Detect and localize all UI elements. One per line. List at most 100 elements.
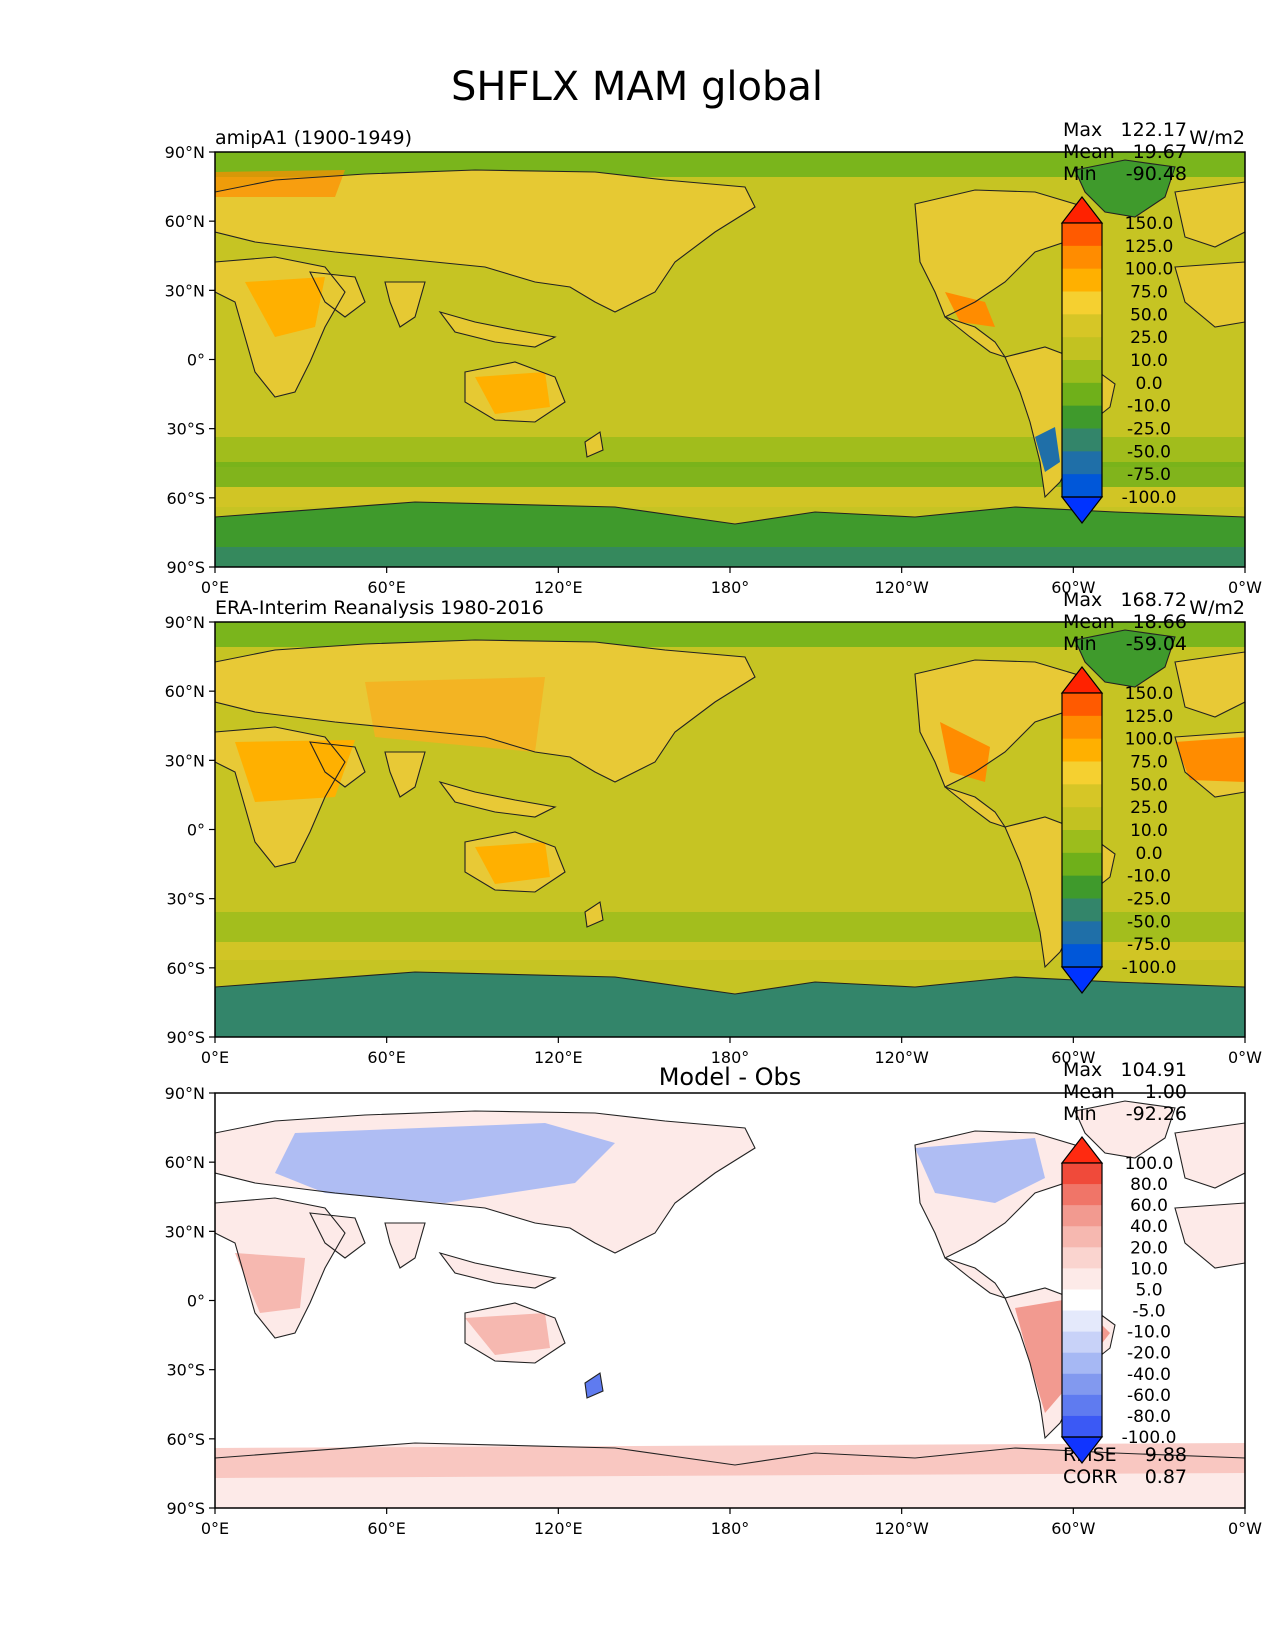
colorbar-tick-label: -50.0 xyxy=(1127,912,1171,932)
lon-tick-label: 0°W xyxy=(1228,578,1262,597)
lon-tick-label: 120°E xyxy=(534,1048,583,1067)
colorbar-tick-label: -100.0 xyxy=(1122,1428,1177,1448)
lat-tick-label: 0° xyxy=(187,1292,205,1311)
stat-rmse-value: 9.88 xyxy=(1145,1444,1187,1466)
lat-tick-label: 60°N xyxy=(165,212,205,231)
lat-tick-label: 60°S xyxy=(166,1430,205,1449)
colorbar-swatch xyxy=(1062,715,1102,740)
colorbar-tick-label: 100.0 xyxy=(1125,260,1174,280)
stat-max-value: 122.17 xyxy=(1121,119,1187,141)
stat-mean-label: Mean xyxy=(1063,611,1115,633)
lon-tick-label: 60°W xyxy=(1051,578,1095,597)
stat-min-label: Min xyxy=(1063,163,1097,185)
colorbar-tick-label: -60.0 xyxy=(1127,1386,1171,1406)
stat-min-label: Min xyxy=(1063,633,1097,655)
colorbar-tick-label: 10.0 xyxy=(1130,821,1168,841)
colorbar-swatch xyxy=(1062,1415,1102,1438)
panel-title-center: Model - Obs xyxy=(659,1063,802,1091)
colorbar-swatch xyxy=(1062,382,1102,407)
colorbar-tick-label: -10.0 xyxy=(1127,397,1171,417)
stat-min-label: Min xyxy=(1063,1103,1097,1125)
lat-tick-label: 60°S xyxy=(166,959,205,978)
lon-tick-label: 0°W xyxy=(1228,1519,1262,1538)
colorbar-frame xyxy=(1061,692,1103,968)
colorbar-tick-label: -100.0 xyxy=(1122,958,1177,978)
stat-mean-label: Mean xyxy=(1063,141,1115,163)
colorbar-swatch xyxy=(1062,807,1102,831)
lat-tick-label: 90°S xyxy=(166,558,205,577)
colorbar-tick-label: 50.0 xyxy=(1130,305,1168,325)
lat-tick-label: 90°N xyxy=(165,143,205,162)
colorbar-swatch xyxy=(1062,1310,1102,1333)
lat-axis-obs: 90°N 60°N 30°N 0° 30°S 60°S 90°S xyxy=(165,613,215,1047)
colorbar-swatch xyxy=(1062,337,1102,361)
stat-mean-value: 1.00 xyxy=(1145,1081,1187,1103)
colorbar-tick-label: 150.0 xyxy=(1125,684,1174,704)
colorbar-swatch xyxy=(1062,761,1102,785)
lat-tick-label: 30°N xyxy=(165,751,205,770)
colorbar-tick-label: 25.0 xyxy=(1130,328,1168,348)
lon-axis-obs: 0°E 60°E 120°E 180° 120°W 60°W 0°W xyxy=(201,1037,1262,1067)
colorbar-swatch xyxy=(1062,291,1102,315)
colorbar-swatch xyxy=(1062,1352,1102,1375)
colorbar-tick-label: 0.0 xyxy=(1135,844,1162,864)
colorbar-swatch xyxy=(1062,1373,1102,1396)
figure-title: SHFLX MAM global xyxy=(451,64,823,110)
lon-tick-label: 60°E xyxy=(367,1048,405,1067)
colorbar-tick-label: 60.0 xyxy=(1130,1196,1168,1216)
lat-tick-label: 30°N xyxy=(165,1222,205,1241)
stat-max-value: 104.91 xyxy=(1121,1059,1187,1081)
colorbar-tick-label: -100.0 xyxy=(1122,488,1177,508)
colorbar-swatch xyxy=(1062,852,1102,877)
colorbar-frame xyxy=(1061,222,1103,498)
colorbar-swatch xyxy=(1062,223,1102,247)
colorbar-swatch xyxy=(1062,944,1102,968)
colorbar-swatch xyxy=(1062,474,1102,498)
lat-tick-label: 0° xyxy=(187,821,205,840)
stat-max-label: Max xyxy=(1063,589,1102,611)
colorbar-tick-label: -50.0 xyxy=(1127,442,1171,462)
colorbar-tick-label: -75.0 xyxy=(1127,465,1171,485)
lon-tick-label: 60°W xyxy=(1051,1048,1095,1067)
lat-axis-diff: 90°N 60°N 30°N 0° 30°S 60°S 90°S xyxy=(165,1084,215,1518)
lat-tick-label: 90°S xyxy=(166,1028,205,1047)
lat-tick-label: 0° xyxy=(187,351,205,370)
lon-tick-label: 180° xyxy=(711,1519,750,1538)
colorbar-swatch xyxy=(1062,898,1102,922)
colorbar-swatch xyxy=(1062,875,1102,899)
colorbar-tick-label: -80.0 xyxy=(1127,1407,1171,1427)
colorbar-swatch xyxy=(1062,738,1102,762)
lon-axis-model: 0°E 60°E 120°E 180° 120°W 60°W 0°W xyxy=(201,567,1262,597)
colorbar-tick-label: -20.0 xyxy=(1127,1344,1171,1364)
colorbar-tick-label: 125.0 xyxy=(1125,707,1174,727)
lon-axis-diff: 0°E 60°E 120°E 180° 120°W 60°W 0°W xyxy=(201,1508,1262,1538)
stat-min-value: -92.26 xyxy=(1126,1103,1187,1125)
colorbar-tick-label: 40.0 xyxy=(1130,1217,1168,1237)
colorbar-swatch xyxy=(1062,1268,1102,1290)
stat-corr-label: CORR xyxy=(1063,1466,1118,1488)
lon-tick-label: 60°W xyxy=(1051,1519,1095,1538)
panel-title-left: amipA1 (1900-1949) xyxy=(215,127,412,149)
colorbar-tick-label: 80.0 xyxy=(1130,1175,1168,1195)
colorbar-tick-label: -10.0 xyxy=(1127,867,1171,887)
lat-tick-label: 60°S xyxy=(166,489,205,508)
stats-model: Max 122.17 Mean 19.67 Min -90.48 xyxy=(1063,119,1187,185)
lon-tick-label: 60°E xyxy=(367,578,405,597)
colorbar-tick-label: 10.0 xyxy=(1130,351,1168,371)
colorbar-swatch xyxy=(1062,921,1102,945)
colorbar-tick-label: 0.0 xyxy=(1135,374,1162,394)
colorbar-tick-label: -75.0 xyxy=(1127,935,1171,955)
colorbar-tick-label: 5.0 xyxy=(1135,1280,1162,1300)
lon-tick-label: 0°E xyxy=(201,1519,229,1538)
colorbar-swatch xyxy=(1062,1394,1102,1417)
stat-mean-value: 18.66 xyxy=(1133,611,1187,633)
colorbar-model: 150.0 125.0 100.0 75.050.0 25.0 10.0 0.0 -10.0 -… xyxy=(1060,196,1177,524)
colorbar-swatch xyxy=(1062,245,1102,270)
stat-max-value: 168.72 xyxy=(1121,589,1187,611)
lat-tick-label: 30°S xyxy=(166,890,205,909)
colorbar-tick-label: 125.0 xyxy=(1125,237,1174,257)
colorbar-diff: 100.080.060.040.020.010.05.0-5.0-10.0-20… xyxy=(1060,1136,1177,1464)
colorbar-swatch xyxy=(1062,405,1102,429)
lon-tick-label: 0°W xyxy=(1228,1048,1262,1067)
